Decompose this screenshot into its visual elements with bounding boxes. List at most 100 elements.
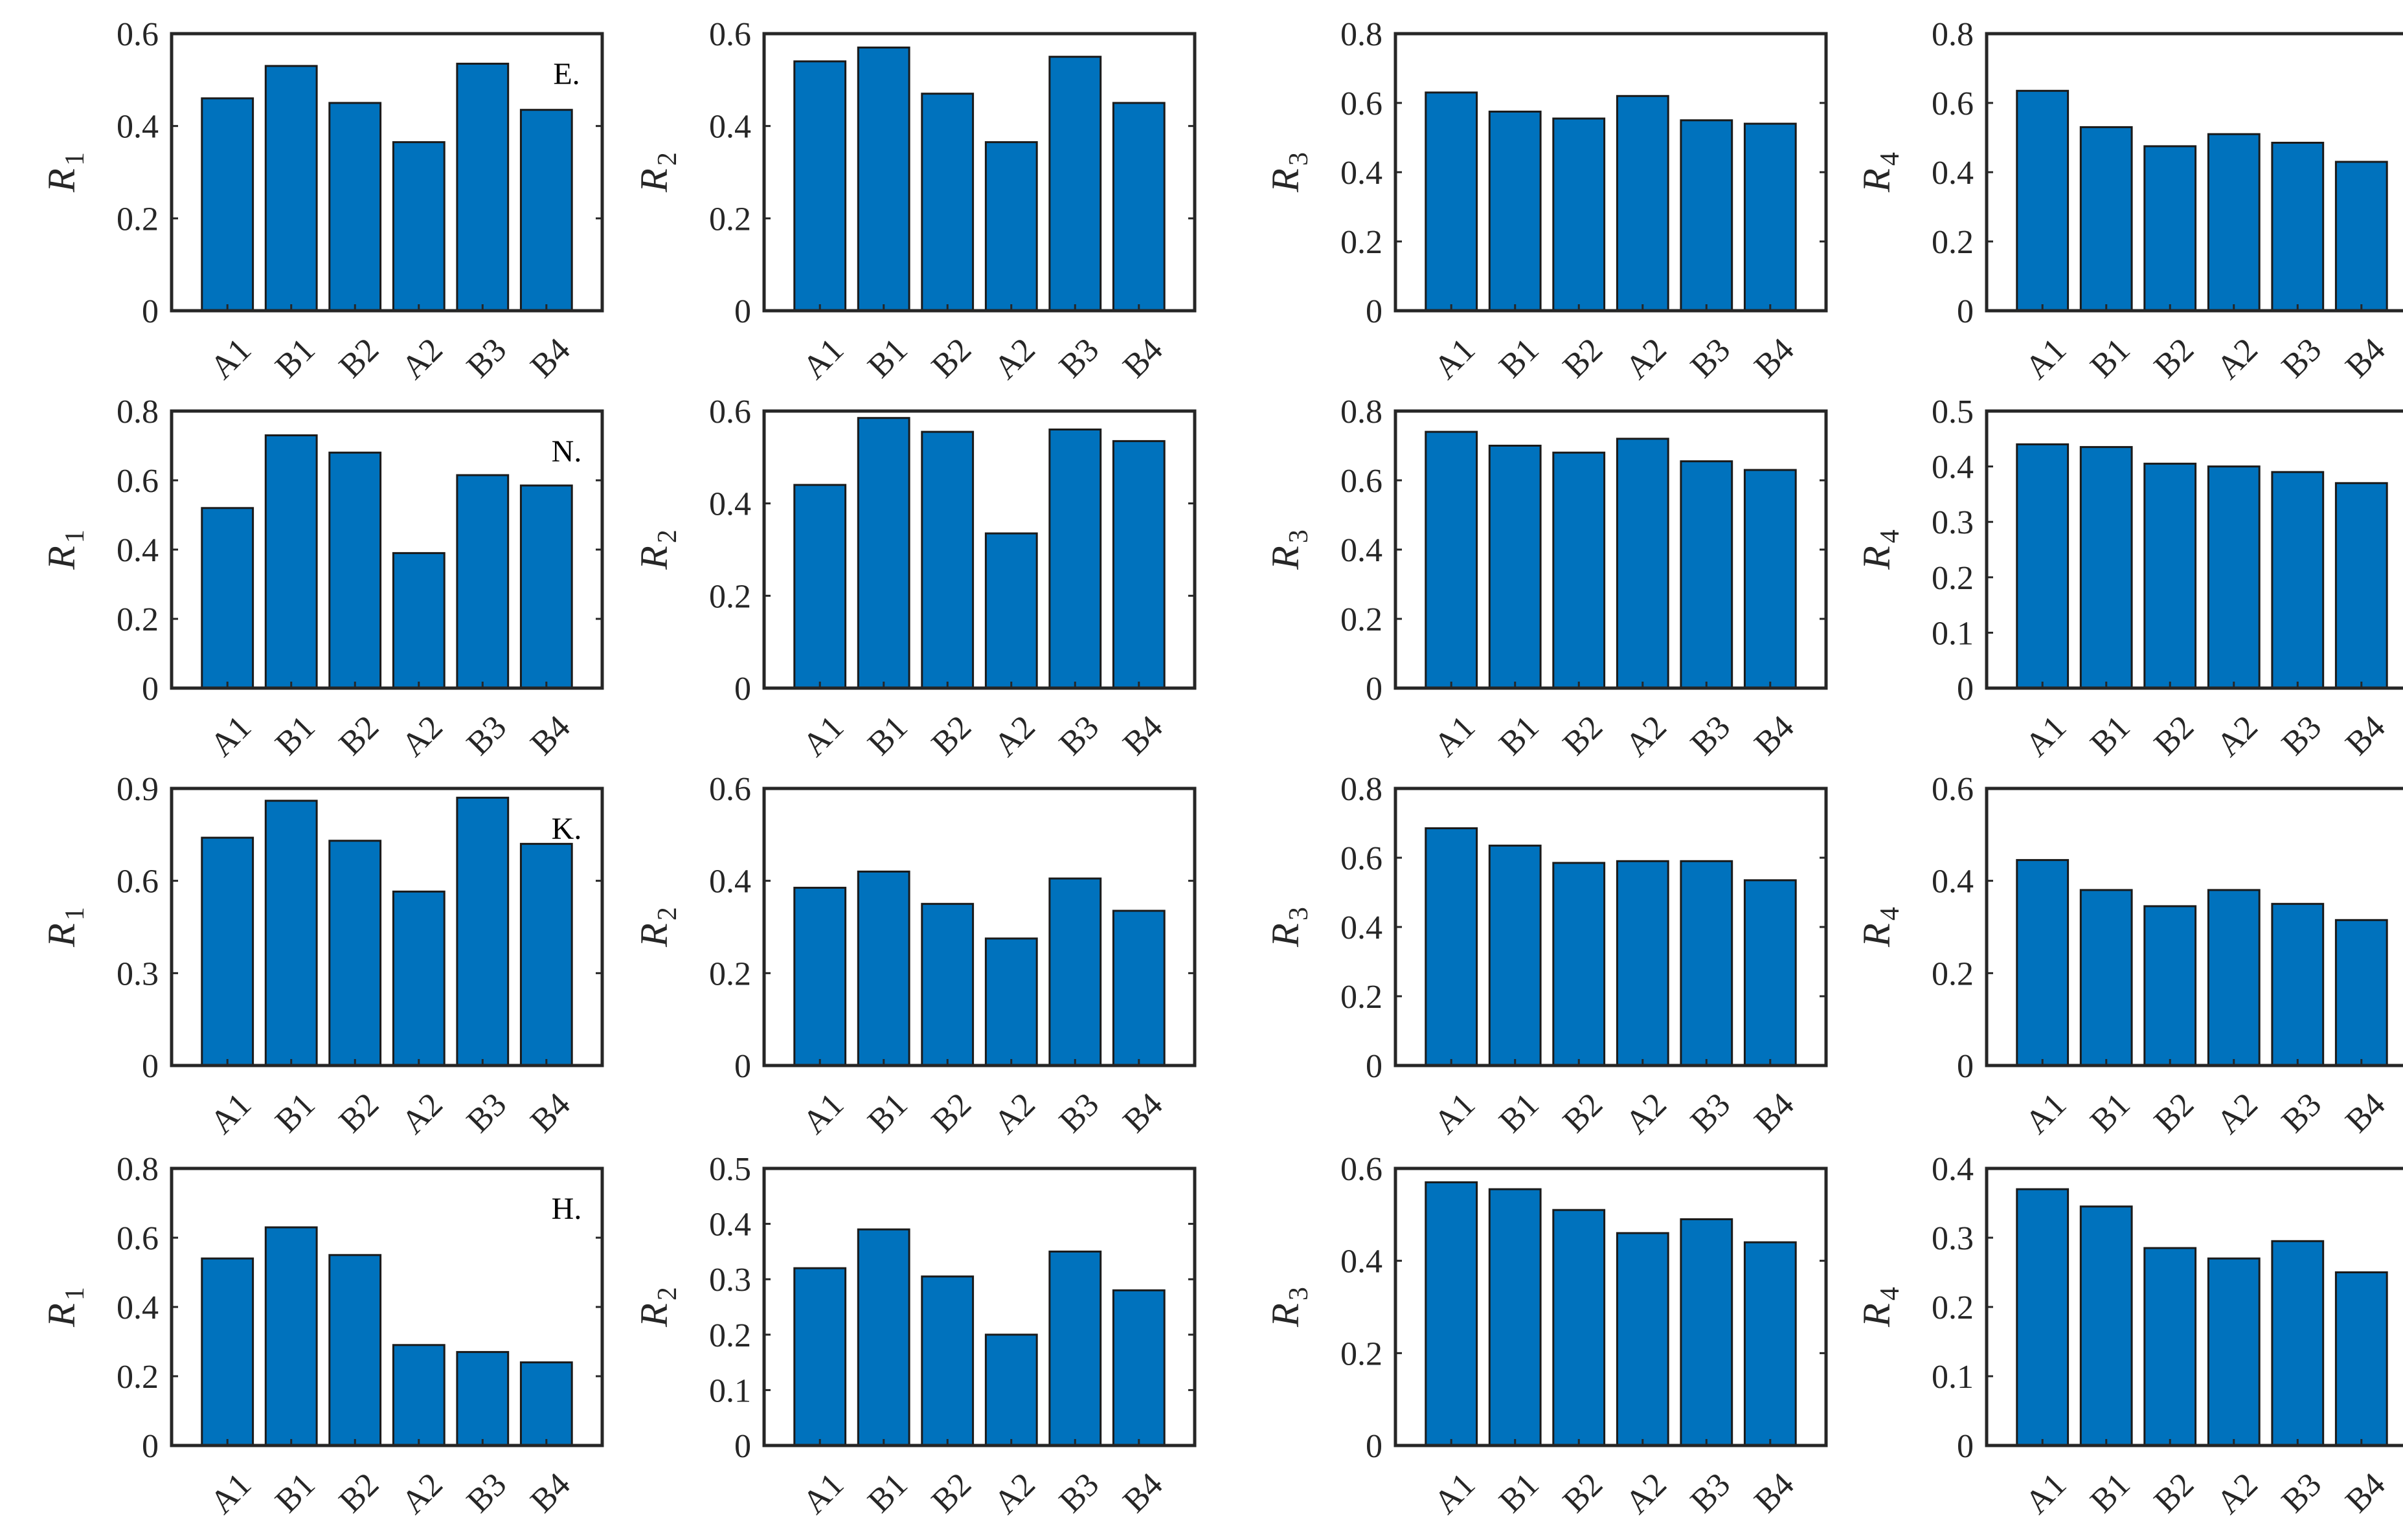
y-axis-label-subscript: 3	[1284, 530, 1314, 543]
bar-a2	[392, 552, 446, 689]
x-tick-label: B1	[268, 331, 322, 385]
y-tick-label: 0.2	[117, 601, 159, 638]
x-tick-label: B1	[1492, 1466, 1546, 1520]
y-axis-label-subscript: 4	[1875, 907, 1905, 921]
bar-b3	[1048, 429, 1102, 689]
bar-b3	[1048, 56, 1102, 312]
y-tick-label: 0.6	[117, 16, 159, 53]
bar-a2	[1616, 1232, 1669, 1447]
bar-a1	[793, 484, 847, 689]
x-tick-label: B3	[460, 331, 513, 385]
bar-b4	[2334, 482, 2388, 689]
axes-frame	[762, 32, 1197, 313]
bar-b1	[1488, 445, 1542, 689]
bar-b3	[2271, 142, 2325, 312]
x-tick-label: B3	[1052, 1466, 1106, 1520]
y-tick-label: 0.4	[1932, 864, 1974, 900]
axes-frame	[1985, 409, 2403, 690]
bar-b4	[519, 1361, 573, 1447]
y-axis-label: R3	[1264, 152, 1314, 193]
x-tick-label: A1	[2018, 1466, 2073, 1521]
y-axis-label-symbol: R	[633, 1303, 675, 1328]
y-axis-label: R3	[1264, 907, 1314, 948]
x-tick-label: B3	[460, 1466, 513, 1520]
y-axis-label: R4	[1855, 1287, 1905, 1328]
x-tick-label: B4	[1116, 1466, 1170, 1520]
x-tick-label: B1	[268, 1086, 322, 1140]
y-tick-label: 0.9	[117, 771, 159, 808]
bar-b3	[456, 62, 510, 312]
y-tick-label: 0.8	[117, 394, 159, 430]
x-tick-label: B3	[2275, 1466, 2329, 1520]
bar-b2	[328, 451, 382, 689]
x-tick-label: A2	[394, 331, 449, 386]
x-tick-label: B4	[2339, 331, 2393, 385]
bar-b1	[2079, 1205, 2133, 1447]
y-tick-label: 0.4	[1932, 449, 1974, 486]
y-tick-label: 0.4	[1932, 1151, 1974, 1188]
y-tick-label: 0.6	[709, 16, 751, 53]
bar-a2	[1616, 95, 1669, 312]
bar-b3	[456, 796, 510, 1067]
bar-b3	[1048, 877, 1102, 1067]
bar-a1	[793, 886, 847, 1067]
y-tick-label: 0	[142, 671, 159, 708]
y-axis-label-subscript: 3	[1284, 907, 1314, 921]
x-tick-label: B4	[1748, 709, 1801, 763]
axes-frame	[762, 409, 1197, 690]
bar-b4	[519, 843, 573, 1067]
bar-a2	[2207, 465, 2261, 689]
y-axis-label-subscript: 4	[1875, 152, 1905, 166]
x-tick-label: B4	[2339, 1466, 2393, 1520]
axes-frame	[1985, 1166, 2403, 1447]
x-tick-label: B2	[332, 709, 386, 763]
x-tick-label: A2	[987, 331, 1042, 386]
bar-a1	[1425, 827, 1478, 1067]
x-tick-label: B2	[925, 331, 978, 385]
y-tick-label: 0.4	[709, 1207, 751, 1244]
y-tick-label: 0.8	[1340, 16, 1382, 53]
bar-b1	[2079, 446, 2133, 689]
y-axis-label-subscript: 2	[653, 907, 683, 921]
axes-frame	[1393, 32, 1828, 313]
bar-b3	[456, 1351, 510, 1447]
y-tick-label: 0.4	[1340, 155, 1382, 192]
axes-frame	[1985, 787, 2403, 1067]
bar-b3	[1680, 119, 1733, 312]
x-tick-label: A2	[2209, 331, 2264, 386]
bar-b2	[1552, 117, 1606, 312]
y-tick-label: 0.6	[1340, 463, 1382, 500]
bar-b3	[2271, 1240, 2325, 1447]
axes-frame	[762, 787, 1197, 1067]
bar-b2	[921, 93, 975, 312]
x-tick-label: B2	[332, 331, 386, 385]
y-axis-label-symbol: R	[1264, 168, 1307, 193]
y-tick-label: 0	[1366, 671, 1382, 708]
bar-a2	[984, 937, 1038, 1067]
panel-tag: H.	[552, 1192, 582, 1226]
x-tick-label: B2	[2147, 1466, 2201, 1520]
y-tick-label: 0.2	[1340, 224, 1382, 261]
y-axis-label: R1	[40, 907, 90, 948]
y-axis-label: R4	[1855, 152, 1905, 193]
x-tick-label: A1	[2018, 1086, 2073, 1141]
bar-b2	[328, 102, 382, 312]
x-tick-label: B2	[1556, 1466, 1610, 1520]
y-tick-label: 0.2	[709, 1317, 751, 1354]
y-axis-label: R2	[633, 152, 683, 193]
axes-frame	[1393, 409, 1828, 690]
axes-frame	[170, 409, 604, 690]
bar-a1	[2016, 859, 2070, 1067]
axes-frame	[1393, 1166, 1828, 1447]
x-tick-label: A2	[1618, 331, 1673, 386]
y-axis-label-symbol: R	[40, 923, 83, 948]
bar-b2	[328, 1254, 382, 1447]
y-axis-label-symbol: R	[1855, 168, 1898, 193]
x-tick-label: A1	[796, 1466, 851, 1521]
